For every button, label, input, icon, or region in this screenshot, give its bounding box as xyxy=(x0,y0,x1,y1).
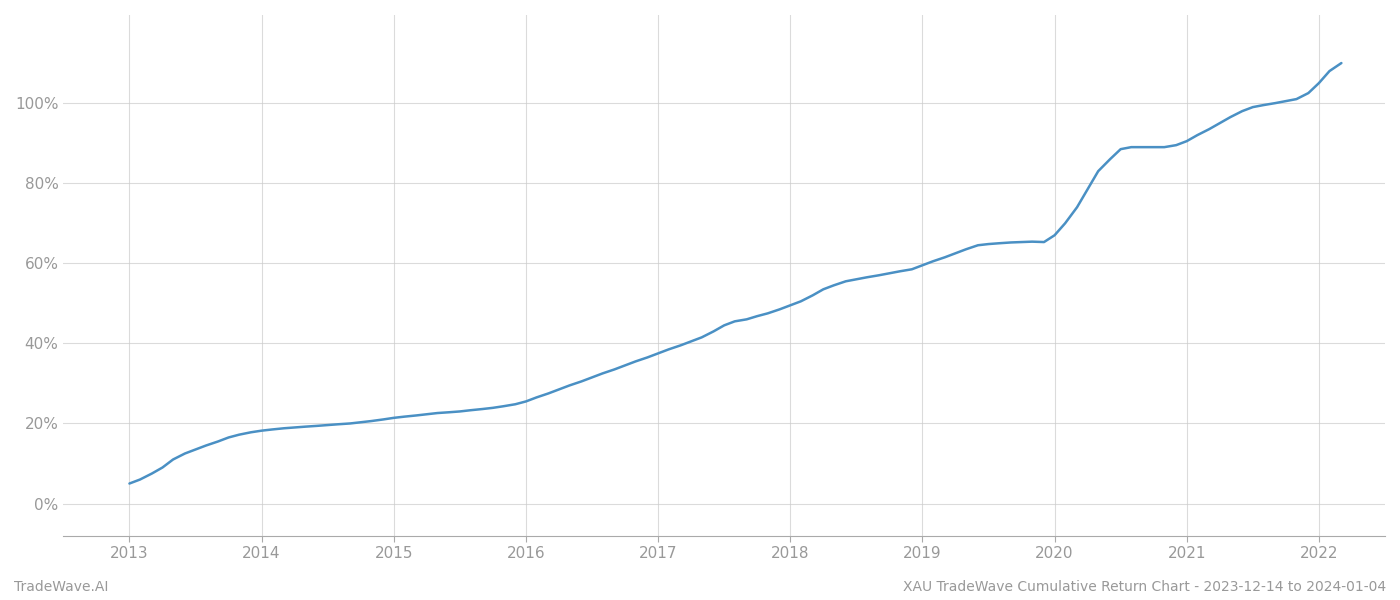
Text: TradeWave.AI: TradeWave.AI xyxy=(14,580,108,594)
Text: XAU TradeWave Cumulative Return Chart - 2023-12-14 to 2024-01-04: XAU TradeWave Cumulative Return Chart - … xyxy=(903,580,1386,594)
